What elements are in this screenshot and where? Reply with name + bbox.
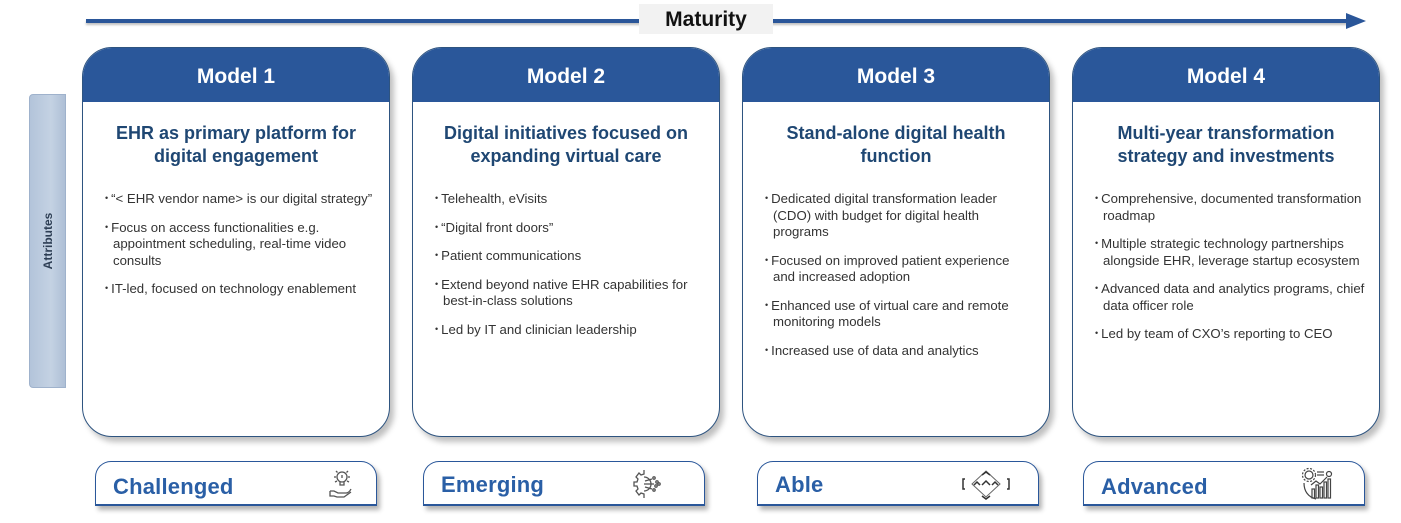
attribute-item: Focus on access functionalities e.g. app… — [105, 219, 375, 270]
attribute-item: “< EHR vendor name> is our digital strat… — [105, 190, 375, 208]
gear-circuit-icon — [630, 467, 664, 501]
status-badge-advanced: Advanced — [1083, 461, 1365, 506]
model-header: Model 4 — [1073, 48, 1379, 102]
status-label: Emerging — [441, 472, 545, 497]
model-header: Model 2 — [413, 48, 719, 102]
attribute-item: Led by IT and clinician leadership — [435, 321, 705, 339]
status-badge-challenged: Challenged — [95, 461, 377, 506]
model-header: Model 1 — [83, 48, 389, 102]
status-label: Able — [775, 472, 824, 497]
model-header: Model 3 — [743, 48, 1049, 102]
status-label: Challenged — [113, 474, 234, 499]
attribute-item: Comprehensive, documented transformation… — [1095, 190, 1365, 224]
attributes-side-tab: Attributes — [29, 94, 66, 388]
model-title: Stand-alone digital health function — [786, 123, 1006, 166]
model-title: EHR as primary platform for digital enga… — [115, 123, 357, 166]
attribute-item: Extend beyond native EHR capabilities fo… — [435, 276, 705, 310]
attribute-item: Enhanced use of virtual care and remote … — [765, 297, 1035, 331]
model-title: Multi-year transformation strategy and i… — [1117, 123, 1335, 166]
attribute-list: Telehealth, eVisits “Digital front doors… — [413, 190, 719, 338]
attribute-item: Led by team of CXO’s reporting to CEO — [1095, 325, 1365, 343]
attribute-list: “< EHR vendor name> is our digital strat… — [83, 190, 389, 298]
status-badge-emerging: Emerging — [423, 461, 705, 506]
model-card-1: Model 1 EHR as primary platform for digi… — [82, 47, 390, 437]
lightbulb-hand-icon — [324, 467, 358, 501]
attribute-item: IT-led, focused on technology enablement — [105, 280, 375, 298]
maturity-arrow-head-icon — [1346, 13, 1366, 29]
model-card-3: Model 3 Stand-alone digital health funct… — [742, 47, 1050, 437]
attribute-item: Patient communications — [435, 247, 705, 265]
gear-chart-icon — [1300, 467, 1334, 501]
attribute-item: Focused on improved patient experience a… — [765, 252, 1035, 286]
status-label: Advanced — [1101, 474, 1208, 499]
attributes-label: Attributes — [40, 212, 55, 270]
attribute-item: Dedicated digital transformation leader … — [765, 190, 1035, 241]
status-badge-able: Able — [757, 461, 1039, 506]
model-card-2: Model 2 Digital initiatives focused on e… — [412, 47, 720, 437]
attribute-list: Comprehensive, documented transformation… — [1073, 190, 1379, 343]
attribute-item: “Digital front doors” — [435, 219, 705, 237]
model-card-4: Model 4 Multi-year transformation strate… — [1072, 47, 1380, 437]
network-diamond-icon — [960, 467, 1012, 501]
maturity-label: Maturity — [639, 4, 773, 34]
attribute-item: Increased use of data and analytics — [765, 342, 1035, 360]
attribute-item: Advanced data and analytics programs, ch… — [1095, 280, 1365, 314]
attribute-item: Multiple strategic technology partnershi… — [1095, 235, 1365, 269]
attribute-list: Dedicated digital transformation leader … — [743, 190, 1049, 359]
attribute-item: Telehealth, eVisits — [435, 190, 705, 208]
model-title: Digital initiatives focused on expanding… — [443, 123, 689, 166]
